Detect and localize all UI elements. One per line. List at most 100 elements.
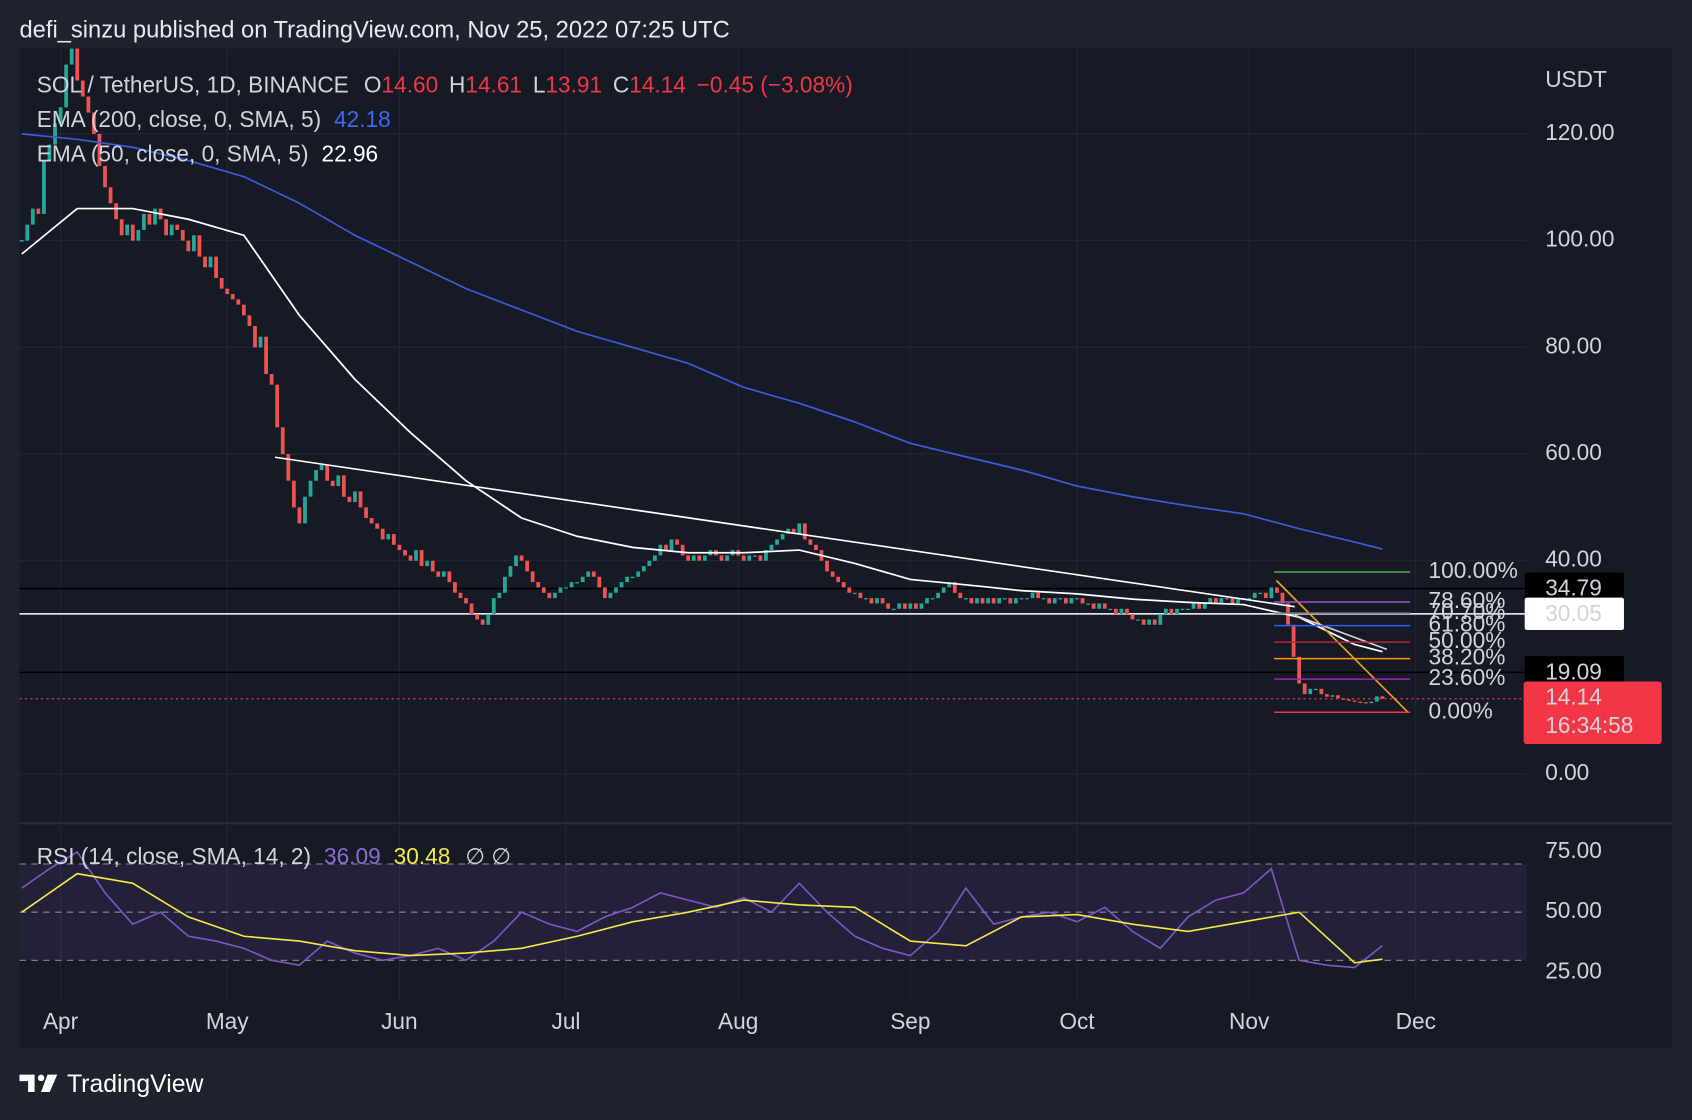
candle [319,464,324,471]
candle [1341,698,1346,700]
candle [58,107,63,124]
candle [880,598,885,604]
candle [786,528,791,535]
candle [308,480,313,497]
candle [1013,598,1018,604]
candle [1186,608,1190,611]
candle [630,576,635,579]
price-label-box [1524,572,1624,605]
candle [530,571,535,583]
candle [914,603,918,609]
candle [1363,702,1368,704]
candle [203,256,207,268]
candle [1325,694,1329,697]
candle [403,550,407,556]
countdown-label: 16:34:58 [1545,712,1633,738]
candle [303,496,307,524]
price-change: −0.45 (−3.08%) [697,71,853,97]
y-tick-label: 75.00 [1545,837,1602,863]
candle [125,224,130,236]
candle [30,208,35,225]
candle [103,165,107,188]
candle [952,582,957,593]
ema-line [21,207,1383,653]
candle [191,235,196,252]
candle [414,550,418,561]
candle [1169,608,1174,615]
ohlc-value: 13.91 [545,71,602,97]
candle [1052,598,1057,604]
candle [419,550,424,567]
candle [769,544,774,551]
y-tick-label: 100.00 [1545,226,1614,252]
candle [1319,688,1324,695]
candle [1002,598,1007,600]
grid [19,48,1527,1002]
x-tick-label: Jun [381,1008,418,1034]
candle [1175,608,1179,615]
y-tick-label: 50.00 [1545,897,1602,923]
candle [1308,688,1313,695]
candle [514,555,518,567]
candle [275,384,280,428]
candle [19,240,24,242]
candle [36,208,41,214]
price-label: 34.79 [1545,575,1602,601]
candle [636,571,641,577]
candle [53,123,57,145]
candle [258,336,263,348]
candle [186,240,191,252]
candle [1297,656,1302,684]
candle [641,566,646,572]
candle [697,555,702,561]
candle [719,555,724,561]
candle [725,555,729,561]
candle [97,133,102,166]
candle [142,213,146,230]
candle [830,571,835,577]
candle [130,224,135,241]
candle [1086,603,1090,605]
candle [386,534,391,540]
legend-value: 36.09 [324,843,381,869]
candle [580,576,585,583]
candle [253,325,257,348]
trend-line [274,456,1295,608]
trend-line [1294,614,1388,651]
x-tick-label: Aug [718,1008,758,1034]
rsi-pane [19,850,1527,969]
candle [1047,598,1052,604]
price-label: 19.09 [1545,658,1602,684]
candle [1380,696,1385,699]
candle [341,475,346,497]
candle [958,592,963,599]
candle [1058,598,1063,600]
ohlc-key: C [613,71,629,97]
candle [536,582,541,588]
candle [92,112,96,134]
candle [42,160,46,214]
candle [669,539,674,551]
candle [836,576,841,583]
candle [1136,619,1140,621]
candle [547,592,552,599]
candle [791,528,796,535]
candle [936,592,941,599]
candle [553,592,557,599]
legend-value: 22.96 [321,140,378,166]
candle [436,571,441,577]
candle [264,336,268,375]
candle [947,582,952,588]
candle [241,304,246,316]
candle [1247,598,1252,600]
candle [897,603,902,609]
candle [325,464,330,481]
candle [1141,619,1146,625]
candle [247,315,252,326]
candle [747,555,752,561]
candle [286,454,291,481]
candle [453,582,457,593]
candle [441,571,446,577]
brand-name: TradingView [67,1071,204,1098]
candle [591,571,596,577]
